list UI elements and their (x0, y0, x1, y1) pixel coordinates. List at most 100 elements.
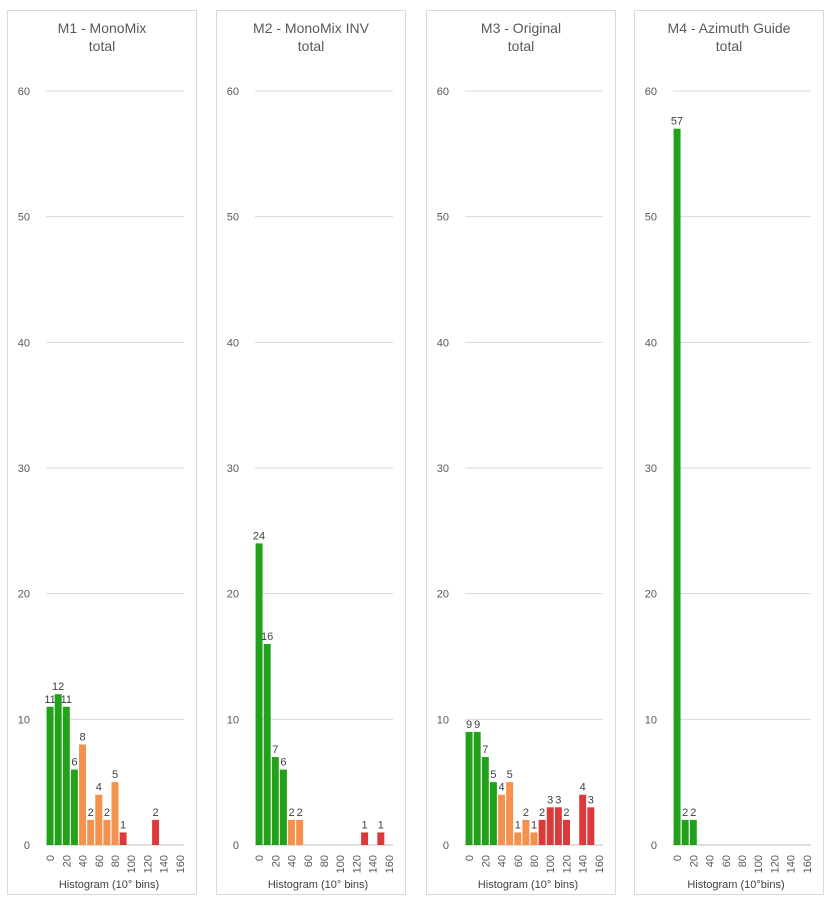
x-tick-label: 0 (254, 855, 266, 861)
data-label: 3 (547, 794, 553, 806)
chart-title-text: M3 - Original (480, 20, 562, 36)
bar (288, 819, 296, 845)
data-label: 1 (531, 819, 537, 831)
y-tick-label: 50 (437, 212, 449, 224)
y-tick-label: 0 (651, 840, 657, 852)
data-label: 2 (104, 807, 110, 819)
bar (119, 832, 127, 845)
y-tick-label: 0 (443, 840, 449, 852)
x-tick-label: 20 (688, 855, 700, 867)
data-label: 12 (52, 681, 64, 693)
y-tick-label: 60 (18, 86, 30, 98)
x-tick-label: 40 (497, 855, 509, 867)
bar (473, 731, 481, 845)
data-label: 6 (71, 757, 77, 769)
data-label: 2 (88, 807, 94, 819)
data-label: 5 (507, 769, 513, 781)
chart-panel-m1: M1 - MonoMix total 0 10 20 30 40 50 60 11 12 11 6 8… (7, 10, 197, 895)
data-label: 9 (474, 719, 480, 731)
x-tick-label: 20 (480, 855, 492, 867)
x-tick-label: 40 (705, 855, 717, 867)
x-tick-label: 20 (270, 855, 282, 867)
y-tick-label: 10 (645, 714, 657, 726)
chart-title: M3 - Original total (427, 19, 615, 55)
bar (681, 819, 689, 845)
chart-subtitle-text: total (715, 38, 743, 54)
x-tick-label: 60 (94, 855, 106, 867)
bar (538, 819, 546, 845)
bar (62, 706, 70, 845)
x-tick-label: 0 (672, 855, 684, 861)
data-label: 1 (515, 819, 521, 831)
data-label: 5 (490, 769, 496, 781)
y-tick-label: 30 (227, 463, 239, 475)
x-tick-label: 160 (594, 855, 606, 873)
x-tick-label: 0 (45, 855, 57, 861)
bar (271, 757, 279, 845)
y-tick-label: 60 (437, 86, 449, 98)
x-tick-label: 0 (464, 855, 476, 861)
bar (530, 832, 538, 845)
y-tick-label: 30 (645, 463, 657, 475)
x-tick-label: 140 (368, 855, 380, 873)
bar (506, 782, 514, 845)
y-tick-label: 30 (18, 463, 30, 475)
y-tick-label: 40 (18, 337, 30, 349)
x-tick-label: 100 (545, 855, 557, 873)
data-label: 2 (682, 807, 688, 819)
x-tick-label: 100 (335, 855, 347, 873)
data-label: 4 (96, 782, 102, 794)
y-tick-label: 20 (18, 589, 30, 601)
data-label: 24 (253, 530, 265, 542)
x-tick-label: 140 (159, 855, 171, 873)
data-label: 7 (482, 744, 488, 756)
chart-title-text: M1 - MonoMix (57, 20, 147, 36)
chart-title-text: M2 - MonoMix INV (253, 20, 369, 36)
x-tick-label: 160 (802, 855, 814, 873)
bar (79, 744, 87, 845)
y-tick-label: 40 (645, 337, 657, 349)
y-tick-label: 10 (227, 714, 239, 726)
bar (498, 794, 506, 845)
bar (361, 832, 369, 845)
bar (255, 543, 263, 845)
y-tick-label: 0 (233, 840, 239, 852)
bar (263, 643, 271, 845)
y-tick-label: 50 (18, 212, 30, 224)
chart-subtitle-text: total (88, 38, 116, 54)
x-axis-title: Histogram (10°bins) (687, 879, 784, 891)
data-label: 2 (523, 807, 529, 819)
data-label: 3 (555, 794, 561, 806)
bar (296, 819, 304, 845)
chart-panel-m4: M4 - Azimuth Guide total 0 10 20 30 40 50 60 57… (634, 10, 824, 895)
x-tick-label: 120 (142, 855, 154, 873)
chart-title: M2 - MonoMix INV total (217, 19, 405, 55)
data-label: 4 (580, 782, 586, 794)
bar (377, 832, 385, 845)
data-label: 5 (112, 769, 118, 781)
y-tick-label: 50 (645, 212, 657, 224)
bar (111, 782, 119, 845)
bar (54, 694, 62, 845)
bar (522, 819, 530, 845)
bar (95, 794, 103, 845)
data-label: 9 (466, 719, 472, 731)
bar (481, 757, 489, 845)
x-axis-title: Histogram (10° bins) (478, 879, 578, 891)
x-axis-title: Histogram (10° bins) (268, 879, 368, 891)
data-label: 7 (272, 744, 278, 756)
y-tick-label: 0 (24, 840, 30, 852)
x-tick-label: 100 (753, 855, 765, 873)
bar (87, 819, 95, 845)
bar (465, 731, 473, 845)
chart-panel-m2: M2 - MonoMix INV total 0 10 20 30 40 50 60 24 16… (216, 10, 406, 895)
bar (489, 782, 497, 845)
y-tick-label: 20 (645, 589, 657, 601)
data-label: 6 (280, 757, 286, 769)
x-tick-label: 100 (126, 855, 138, 873)
x-tick-label: 140 (578, 855, 590, 873)
